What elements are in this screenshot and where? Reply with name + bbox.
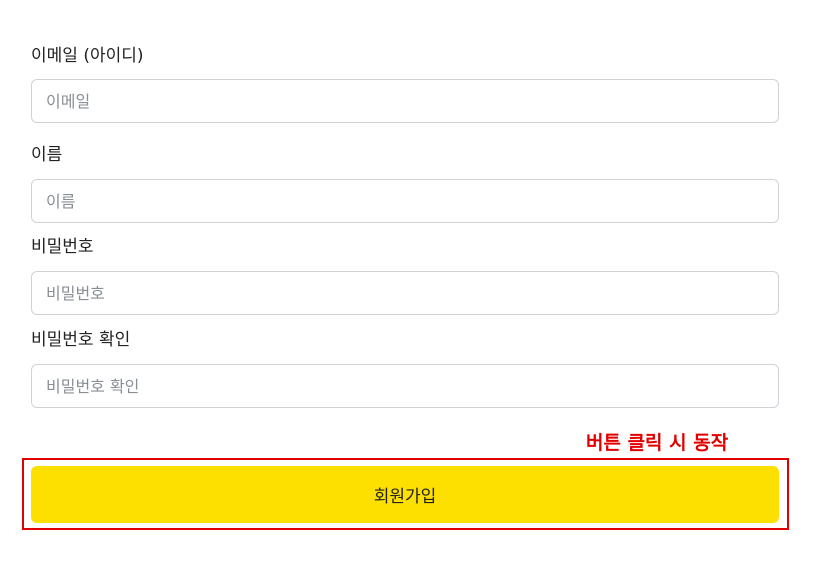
annotation-highlight-box (22, 458, 789, 530)
name-input[interactable] (31, 179, 779, 223)
name-label: 이름 (31, 145, 63, 165)
password-confirm-label: 비밀번호 확인 (31, 330, 131, 350)
password-input[interactable] (31, 271, 779, 315)
button-action-annotation: 버튼 클릭 시 동작 (586, 432, 729, 454)
signup-button[interactable]: 회원가입 (31, 466, 779, 523)
email-label: 이메일 (아이디) (31, 46, 144, 66)
password-label: 비밀번호 (31, 237, 94, 257)
email-input[interactable] (31, 79, 779, 123)
password-confirm-input[interactable] (31, 364, 779, 408)
